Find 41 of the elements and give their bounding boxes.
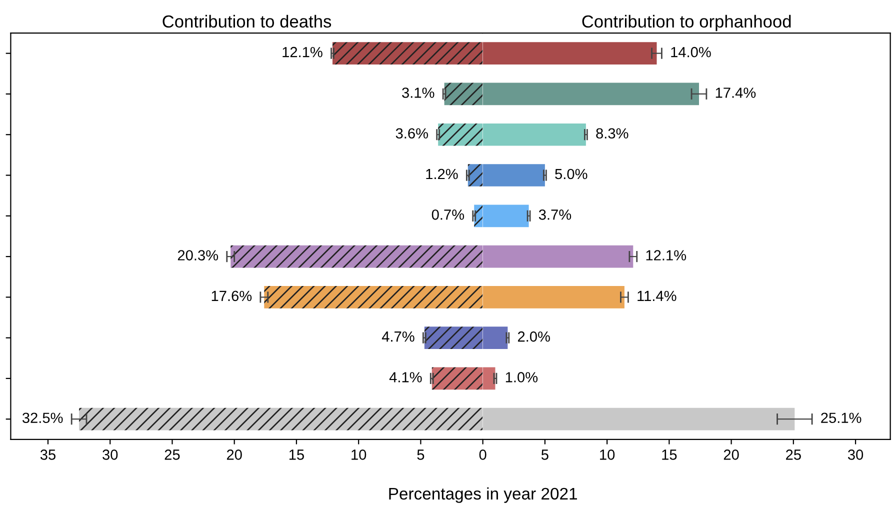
x-tick-label: 15 xyxy=(662,450,677,460)
data-label: 1.0% xyxy=(506,372,538,382)
data-label: 4.1% xyxy=(389,372,422,382)
x-tick-label: 30 xyxy=(848,450,864,460)
data-label: 17.6% xyxy=(212,290,252,302)
x-tick-label: 25 xyxy=(164,450,180,460)
bar xyxy=(444,82,483,106)
x-axis-title: Percentages in year 2021 xyxy=(389,487,577,503)
x-tick-label: 10 xyxy=(352,450,366,460)
chart-title: Contribution to deaths xyxy=(162,14,332,28)
data-label: 17.4% xyxy=(716,88,756,98)
x-tick-label: 15 xyxy=(289,450,304,460)
data-label: 14.0% xyxy=(671,46,711,58)
x-tick-label: 0 xyxy=(479,450,486,460)
data-label: 2.0% xyxy=(518,331,550,342)
data-label: 11.4% xyxy=(638,290,676,302)
data-label: 12.1% xyxy=(646,250,686,260)
data-label: 3.7% xyxy=(538,209,572,220)
data-label: 5.0% xyxy=(555,168,588,180)
data-label: 12.1% xyxy=(282,46,322,58)
bar xyxy=(482,367,496,390)
data-label: 3.6% xyxy=(396,128,428,139)
data-label: 8.3% xyxy=(596,128,628,139)
bar xyxy=(474,204,483,228)
data-label: 4.7% xyxy=(382,331,414,342)
data-label: 1.2% xyxy=(426,168,458,180)
x-tick-label: 35 xyxy=(40,450,56,460)
x-tick-label: 5 xyxy=(541,450,548,460)
data-label: 0.7% xyxy=(432,209,464,220)
data-label: 25.1% xyxy=(821,412,862,424)
x-tick-label: 20 xyxy=(226,450,242,460)
x-tick-label: 5 xyxy=(417,450,424,460)
x-tick-label: 20 xyxy=(724,450,739,460)
data-label: 3.1% xyxy=(402,88,434,98)
x-tick-label: 30 xyxy=(102,450,118,460)
data-label: 20.3% xyxy=(178,250,218,260)
x-tick-label: 25 xyxy=(786,450,801,460)
data-label: 32.5% xyxy=(22,412,63,424)
x-tick-label: 10 xyxy=(600,450,615,460)
bar xyxy=(468,164,483,186)
chart-title: Contribution to orphanhood xyxy=(582,14,791,32)
